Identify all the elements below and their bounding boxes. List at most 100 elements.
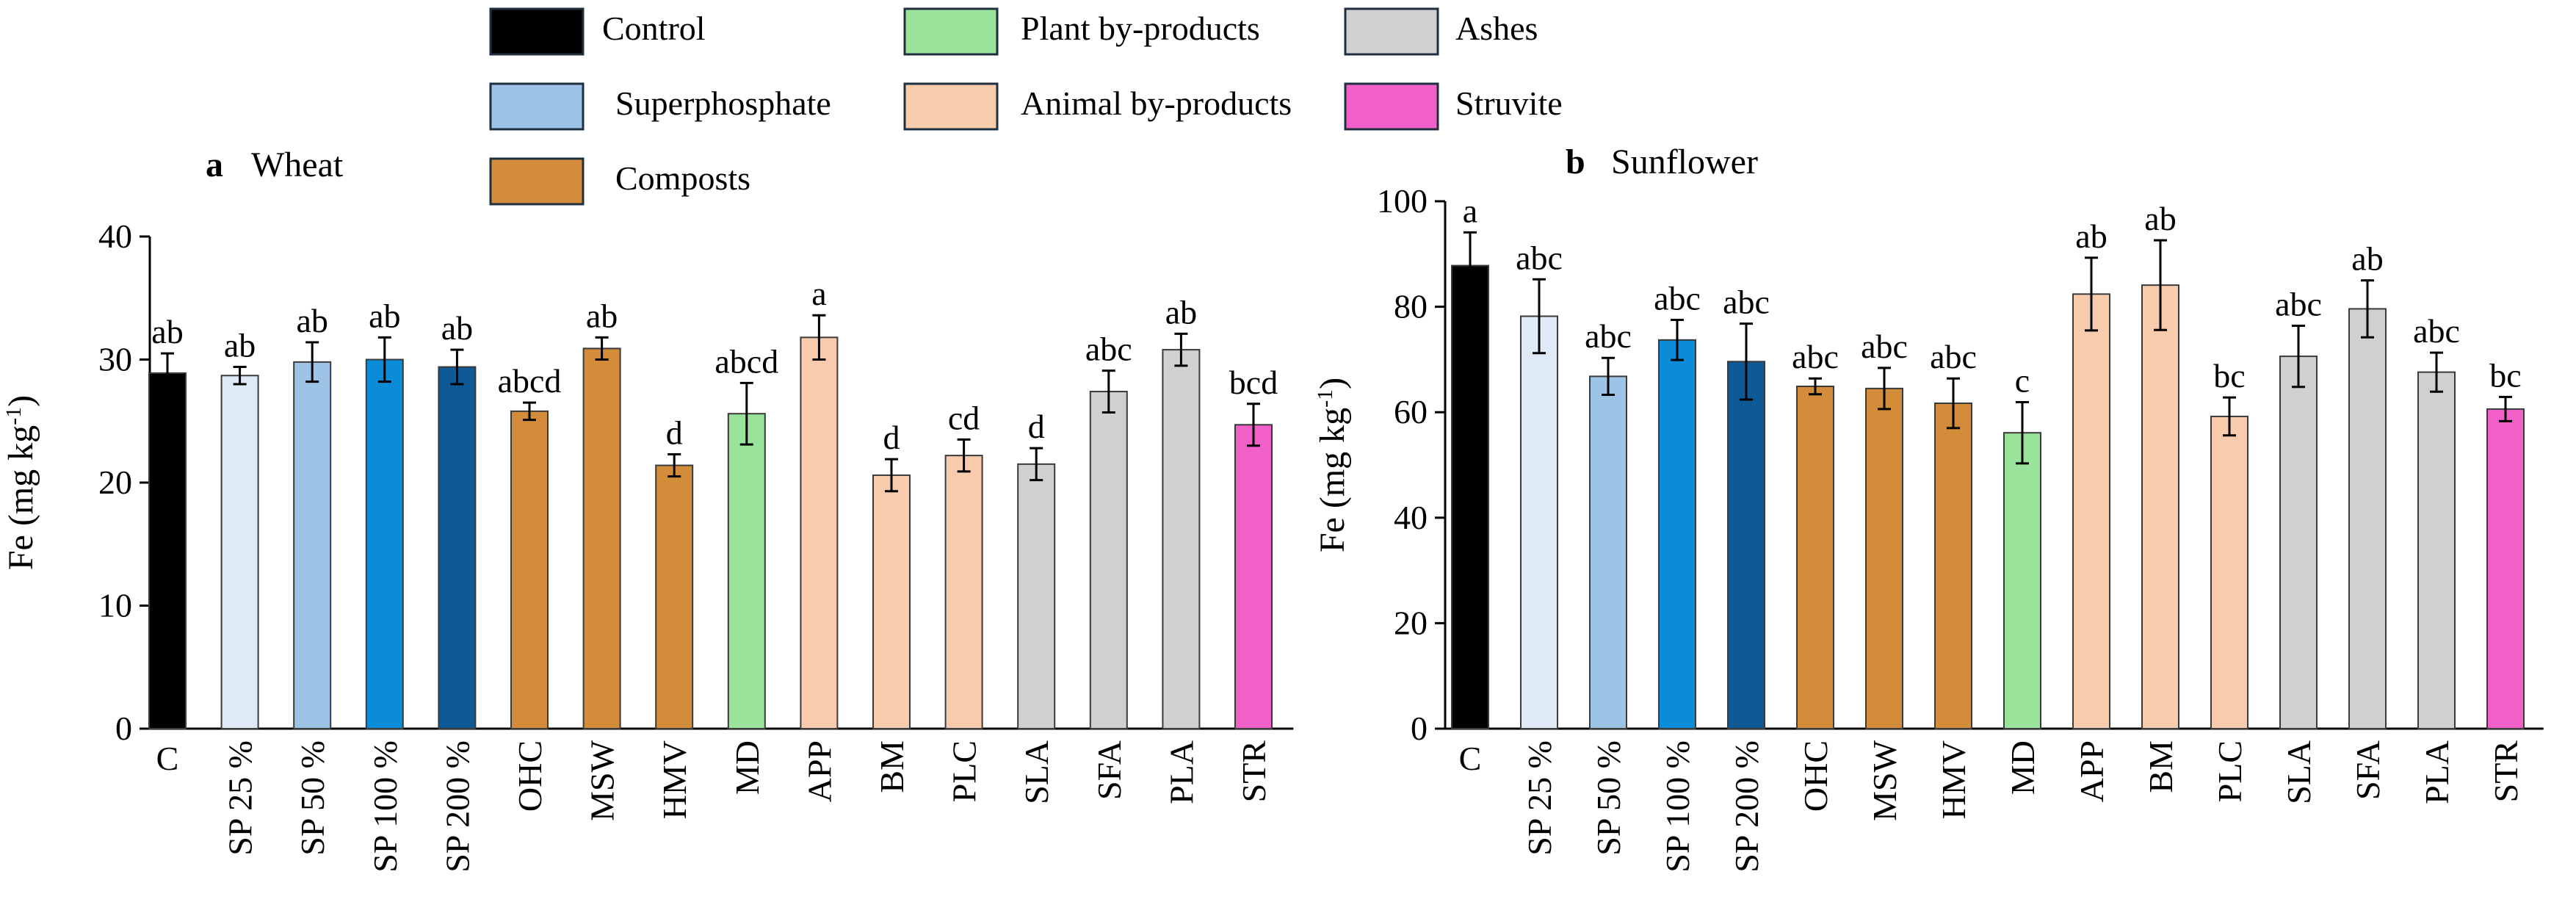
legend-swatch-struvite <box>1344 82 1439 131</box>
significance-letter: ab <box>586 297 618 334</box>
legend-label-ashes: Ashes <box>1455 10 1538 47</box>
bar-sp-100- <box>1658 339 1696 730</box>
x-tick-label: C <box>156 740 179 777</box>
bar-bm <box>2141 284 2179 729</box>
bar-sla <box>2279 356 2318 729</box>
x-tick-label: MSW <box>1866 740 1903 820</box>
bar-plc <box>944 455 983 730</box>
bar-hmv <box>1934 402 1972 730</box>
bar-sp-25- <box>220 375 259 729</box>
legend-swatch-plant <box>903 7 999 56</box>
bar-c <box>148 372 187 729</box>
legend-swatch-animal <box>903 82 999 131</box>
significance-letter: abc <box>1654 280 1701 317</box>
x-tick-label: SLA <box>1018 740 1055 804</box>
legend-label-composts: Composts <box>615 159 750 197</box>
bar-str <box>2486 408 2525 730</box>
legend-swatch-superphosphate <box>489 82 585 131</box>
significance-letter: ab <box>224 327 256 364</box>
significance-letter: abc <box>1085 331 1132 368</box>
y-tick-label: 0 <box>115 710 132 747</box>
significance-letter: abcd <box>714 342 778 380</box>
bar-md <box>727 413 766 729</box>
significance-letter: ab <box>441 309 473 347</box>
significance-letter: cd <box>948 399 980 436</box>
y-tick-label: 100 <box>1377 182 1428 220</box>
x-tick-label: STR <box>2487 740 2525 803</box>
significance-letter: ab <box>2351 240 2383 278</box>
x-tick-label: SFA <box>2349 740 2387 800</box>
bar-ohc <box>510 410 549 729</box>
y-tick-label: 0 <box>1411 710 1428 747</box>
bar-sp-50- <box>293 361 332 729</box>
bar-msw <box>1865 387 1903 729</box>
chart-title: Wheat <box>251 145 344 184</box>
x-tick-label: STR <box>1235 740 1273 803</box>
significance-letter: d <box>666 414 683 451</box>
legend: Control Superphosphate Composts Plant by-pr… <box>489 7 1563 206</box>
x-tick-label: C <box>1459 740 1482 777</box>
legend-swatch-control <box>489 7 585 56</box>
legend-label-superphosphate: Superphosphate <box>615 84 831 122</box>
bar-md <box>2003 432 2041 730</box>
y-tick-label: 20 <box>98 463 132 501</box>
significance-letter: a <box>811 275 826 312</box>
significance-letter: abcd <box>498 362 562 400</box>
x-tick-label: SP 100 % <box>366 740 404 873</box>
x-tick-label: SP 200 % <box>1728 740 1765 873</box>
x-tick-label: APP <box>800 740 838 802</box>
significance-letter: ab <box>369 297 400 334</box>
significance-letter: a <box>1463 192 1477 229</box>
bar-ohc <box>1796 386 1834 729</box>
x-tick-label: HMV <box>656 740 693 819</box>
bar-hmv <box>655 464 694 729</box>
x-tick-label: HMV <box>1935 740 1972 819</box>
x-tick-label: OHC <box>511 740 549 812</box>
bar-plc <box>2210 415 2248 729</box>
bar-sfa <box>2348 308 2387 729</box>
y-tick-label: 80 <box>1394 288 1428 325</box>
panel-letter: a <box>206 145 223 184</box>
x-tick-label: PLA <box>1162 740 1200 804</box>
bar-str <box>1234 424 1273 730</box>
bar-sp-50- <box>1589 375 1627 729</box>
x-tick-label: SP 100 % <box>1659 740 1696 873</box>
bar-msw <box>582 347 621 729</box>
x-tick-label: MD <box>728 740 766 795</box>
significance-letter: c <box>2015 362 2030 400</box>
panel-letter: b <box>1566 142 1585 181</box>
bar-sp-100- <box>365 358 404 729</box>
significance-letter: bc <box>2489 356 2521 394</box>
bar-sp-200- <box>438 366 477 729</box>
chart-title: Sunflower <box>1611 142 1758 181</box>
legend-swatch-composts <box>489 157 585 206</box>
significance-letter: ab <box>1165 293 1197 331</box>
significance-letter: d <box>883 419 900 456</box>
significance-letter: abc <box>1585 317 1632 355</box>
bar-sfa <box>1089 391 1128 729</box>
significance-letter: ab <box>2075 217 2107 255</box>
y-tick-label: 10 <box>98 587 132 624</box>
significance-letter: abc <box>1723 284 1770 321</box>
legend-label-control: Control <box>602 10 706 47</box>
legend-label-struvite: Struvite <box>1455 84 1563 122</box>
y-tick-label: 20 <box>1394 604 1428 641</box>
legend-label-plant: Plant by-products <box>1021 10 1260 47</box>
y-tick-label: 40 <box>98 217 132 255</box>
bar-sp-200- <box>1727 361 1765 729</box>
x-tick-label: APP <box>2073 740 2110 802</box>
significance-letter: d <box>1028 408 1045 445</box>
significance-letter: ab <box>2144 200 2176 237</box>
bar-c <box>1451 264 1489 729</box>
significance-letter: abc <box>1792 338 1839 375</box>
y-axis-label: Fe (mg kg-1) <box>1313 378 1353 552</box>
x-tick-label: MSW <box>584 740 621 820</box>
bar-sla <box>1017 463 1056 729</box>
x-tick-label: PLC <box>946 740 983 802</box>
y-tick-label: 30 <box>98 341 132 378</box>
x-tick-label: OHC <box>1797 740 1834 812</box>
x-tick-label: SP 50 % <box>1590 740 1627 856</box>
x-tick-label: SP 25 % <box>222 740 259 856</box>
